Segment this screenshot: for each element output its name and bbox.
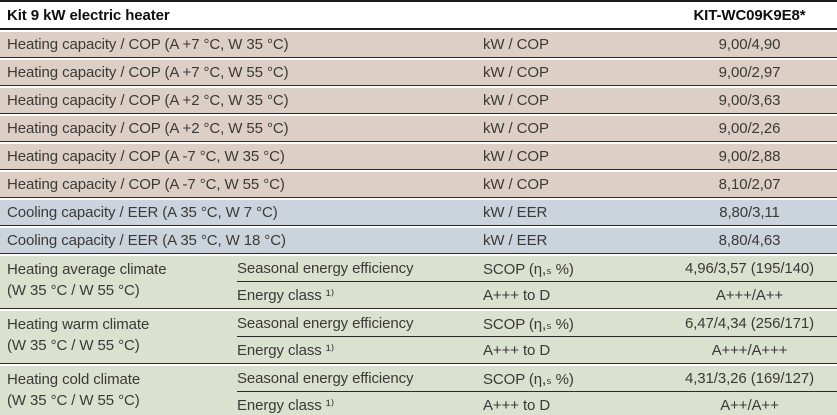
energy-class-row: Energy class ¹⁾ A+++ to D A++/A++	[237, 392, 837, 415]
row-label: Heating capacity / COP (A -7 °C, W 35 °C…	[7, 148, 285, 165]
row-label: Heating capacity / COP (A +7 °C, W 35 °C…	[7, 36, 289, 53]
group-label-line1: Heating warm climate	[7, 316, 150, 333]
subrow-label: Energy class ¹⁾	[237, 397, 335, 414]
table-row: Heating capacity / COP (A +2 °C, W 55 °C…	[0, 116, 837, 142]
subrow-unit: A+++ to D	[483, 341, 551, 359]
subrow-unit: SCOP (η,ₛ %)	[483, 315, 574, 333]
subrow-value: A+++/A+++	[711, 341, 788, 359]
table-row: Cooling capacity / EER (A 35 °C, W 18 °C…	[0, 228, 837, 254]
group-label-line2: (W 35 °C / W 55 °C)	[7, 392, 140, 409]
climate-group-cold: Heating cold climate (W 35 °C / W 55 °C)…	[0, 366, 837, 415]
row-unit: kW / COP	[483, 120, 549, 137]
group-label-line1: Heating average climate	[7, 261, 167, 278]
subrow-value: 4,31/3,26 (169/127)	[684, 370, 815, 387]
table-title: Kit 9 kW electric heater	[7, 6, 170, 24]
row-unit: kW / EER	[483, 204, 548, 221]
row-value: 8,80/3,11	[719, 204, 780, 221]
subrow-value: A++/A++	[720, 396, 779, 414]
efficiency-row: Seasonal energy efficiency SCOP (η,ₛ %) …	[237, 256, 837, 282]
table-row: Heating capacity / COP (A +7 °C, W 35 °C…	[0, 32, 837, 58]
row-unit: kW / COP	[483, 92, 549, 109]
subrow-value: 4,96/3,57 (195/140)	[684, 260, 815, 277]
group-label-line2: (W 35 °C / W 55 °C)	[7, 337, 140, 354]
table-row: Heating capacity / COP (A -7 °C, W 55 °C…	[0, 172, 837, 198]
subrow-unit: SCOP (η,ₛ %)	[483, 260, 574, 278]
subrow-value: A+++/A++	[715, 286, 784, 304]
subrow-label: Seasonal energy efficiency	[237, 370, 414, 387]
subrow-label: Energy class ¹⁾	[237, 342, 335, 359]
energy-class-row: Energy class ¹⁾ A+++ to D A+++/A+++	[237, 337, 837, 363]
table-row: Heating capacity / COP (A +2 °C, W 35 °C…	[0, 88, 837, 114]
row-value: 9,00/2,97	[718, 64, 781, 81]
row-label: Heating capacity / COP (A -7 °C, W 55 °C…	[7, 176, 285, 193]
climate-group-warm: Heating warm climate (W 35 °C / W 55 °C)…	[0, 311, 837, 364]
row-value: 9,00/2,88	[718, 148, 781, 165]
efficiency-row: Seasonal energy efficiency SCOP (η,ₛ %) …	[237, 366, 837, 392]
row-label: Heating capacity / COP (A +2 °C, W 55 °C…	[7, 120, 289, 137]
row-value: 8,80/4,63	[718, 232, 781, 249]
subrow-label: Seasonal energy efficiency	[237, 260, 414, 277]
model-number: KIT-WC09K9E8*	[693, 6, 806, 24]
energy-class-row: Energy class ¹⁾ A+++ to D A+++/A++	[237, 282, 837, 308]
row-unit: kW / COP	[483, 148, 549, 165]
subrow-unit: SCOP (η,ₛ %)	[483, 370, 574, 388]
row-value: 9,00/3,63	[718, 92, 781, 109]
group-label: Heating average climate (W 35 °C / W 55 …	[0, 256, 237, 308]
row-label: Heating capacity / COP (A +7 °C, W 55 °C…	[7, 64, 289, 81]
row-value: 8,10/2,07	[718, 176, 781, 193]
climate-group-average: Heating average climate (W 35 °C / W 55 …	[0, 256, 837, 309]
group-rows: Seasonal energy efficiency SCOP (η,ₛ %) …	[237, 366, 837, 415]
row-unit: kW / COP	[483, 176, 549, 193]
subrow-unit: A+++ to D	[483, 286, 551, 304]
group-label: Heating cold climate (W 35 °C / W 55 °C)	[0, 366, 237, 415]
subrow-value: 6,47/4,34 (256/171)	[684, 315, 815, 332]
table-row: Heating capacity / COP (A +7 °C, W 55 °C…	[0, 60, 837, 86]
group-label-line1: Heating cold climate	[7, 371, 141, 388]
group-rows: Seasonal energy efficiency SCOP (η,ₛ %) …	[237, 256, 837, 308]
subrow-label: Energy class ¹⁾	[237, 287, 335, 304]
table-row: Cooling capacity / EER (A 35 °C, W 7 °C)…	[0, 200, 837, 226]
row-unit: kW / COP	[483, 36, 549, 53]
row-unit: kW / COP	[483, 64, 549, 81]
row-label: Cooling capacity / EER (A 35 °C, W 18 °C…	[7, 232, 286, 249]
row-value: 9,00/2,26	[718, 120, 781, 137]
efficiency-row: Seasonal energy efficiency SCOP (η,ₛ %) …	[237, 311, 837, 337]
table-header-row: Kit 9 kW electric heater KIT-WC09K9E8*	[0, 0, 837, 30]
row-unit: kW / EER	[483, 232, 548, 249]
group-label-line2: (W 35 °C / W 55 °C)	[7, 282, 140, 299]
subrow-unit: A+++ to D	[483, 396, 551, 414]
group-rows: Seasonal energy efficiency SCOP (η,ₛ %) …	[237, 311, 837, 363]
subrow-label: Seasonal energy efficiency	[237, 315, 414, 332]
row-value: 9,00/4,90	[718, 36, 781, 53]
table-row: Heating capacity / COP (A -7 °C, W 35 °C…	[0, 144, 837, 170]
group-label: Heating warm climate (W 35 °C / W 55 °C)	[0, 311, 237, 363]
row-label: Heating capacity / COP (A +2 °C, W 35 °C…	[7, 92, 289, 109]
row-label: Cooling capacity / EER (A 35 °C, W 7 °C)	[7, 204, 278, 221]
